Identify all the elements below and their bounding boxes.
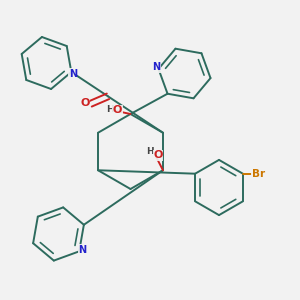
Text: O: O	[153, 150, 163, 160]
Text: N: N	[78, 245, 86, 255]
Text: H: H	[146, 147, 153, 156]
Text: O: O	[80, 98, 90, 108]
Text: N: N	[69, 68, 77, 79]
Text: H: H	[106, 105, 114, 114]
Text: Br: Br	[252, 169, 265, 179]
Text: N: N	[152, 62, 160, 72]
Text: O: O	[113, 105, 122, 115]
